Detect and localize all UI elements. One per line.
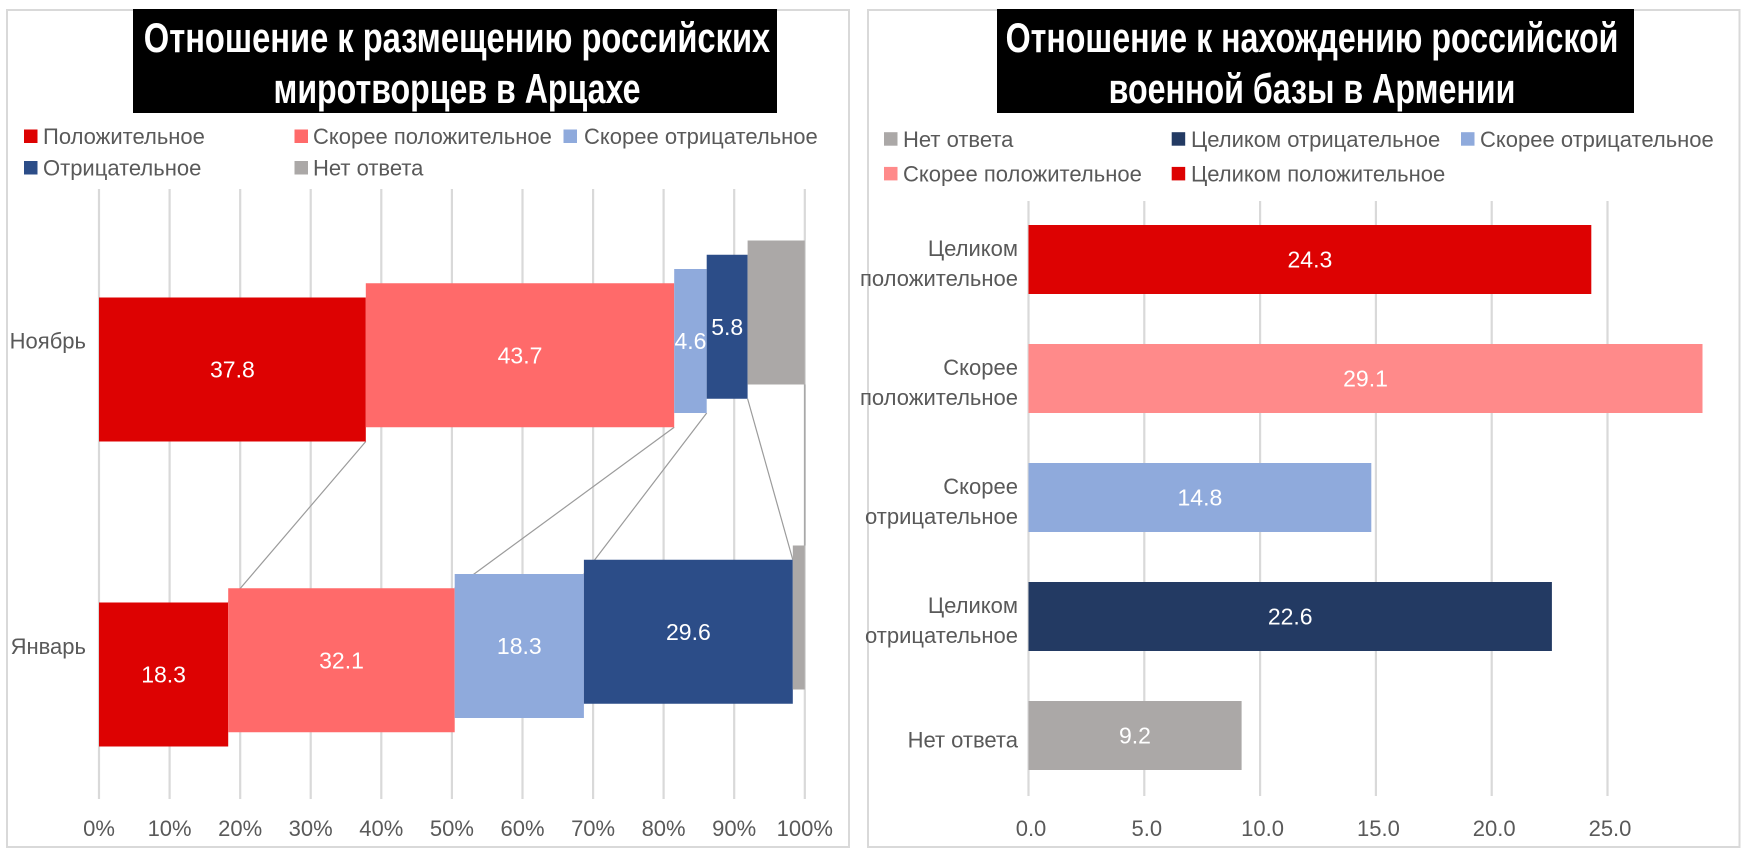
svg-text:22.6: 22.6 <box>1268 604 1313 630</box>
svg-text:Положительное: Положительное <box>43 124 205 149</box>
svg-text:32.1: 32.1 <box>319 647 364 673</box>
svg-text:Ноябрь: Ноябрь <box>10 329 86 354</box>
svg-text:Целиком: Целиком <box>928 593 1018 618</box>
svg-text:15.0: 15.0 <box>1357 816 1400 841</box>
svg-text:военной базы в Армении: военной базы в Армении <box>1109 65 1516 112</box>
svg-text:Скорее: Скорее <box>943 474 1018 499</box>
svg-text:50%: 50% <box>430 816 474 841</box>
svg-text:100%: 100% <box>777 816 833 841</box>
svg-text:Отношение к нахождению российс: Отношение к нахождению российской <box>1006 14 1619 61</box>
svg-text:Нет ответа: Нет ответа <box>903 127 1014 152</box>
svg-text:5.8: 5.8 <box>711 314 743 340</box>
svg-text:Целиком отрицательное: Целиком отрицательное <box>1191 127 1440 152</box>
svg-text:29.6: 29.6 <box>666 619 711 645</box>
svg-text:37.8: 37.8 <box>210 357 255 383</box>
svg-text:9.2: 9.2 <box>1119 723 1151 749</box>
svg-text:70%: 70% <box>571 816 615 841</box>
svg-text:Нет ответа: Нет ответа <box>313 156 424 181</box>
svg-text:Скорее положительное: Скорее положительное <box>313 124 552 149</box>
svg-text:Отношение к размещению российс: Отношение к размещению российских <box>144 14 770 61</box>
svg-text:миротворцев в Арцахе: миротворцев в Арцахе <box>274 65 641 112</box>
svg-text:Нет ответа: Нет ответа <box>908 728 1019 753</box>
svg-text:24.3: 24.3 <box>1288 247 1333 273</box>
svg-text:Скорее отрицательное: Скорее отрицательное <box>1480 127 1714 152</box>
svg-text:Скорее отрицательное: Скорее отрицательное <box>584 124 818 149</box>
svg-text:18.3: 18.3 <box>497 633 542 659</box>
svg-text:Скорее: Скорее <box>943 355 1018 380</box>
svg-text:положительное: положительное <box>860 385 1018 410</box>
svg-text:Целиком положительное: Целиком положительное <box>1191 162 1445 187</box>
svg-text:20%: 20% <box>218 816 262 841</box>
svg-text:14.8: 14.8 <box>1178 485 1223 511</box>
svg-text:20.0: 20.0 <box>1473 816 1516 841</box>
svg-text:18.3: 18.3 <box>141 662 186 688</box>
svg-text:10.0: 10.0 <box>1241 816 1284 841</box>
svg-text:отрицательное: отрицательное <box>865 623 1018 648</box>
svg-text:30%: 30% <box>289 816 333 841</box>
svg-text:90%: 90% <box>712 816 756 841</box>
svg-text:40%: 40% <box>359 816 403 841</box>
svg-text:25.0: 25.0 <box>1589 816 1632 841</box>
svg-text:60%: 60% <box>500 816 544 841</box>
svg-text:4.6: 4.6 <box>675 328 707 354</box>
svg-text:0.0: 0.0 <box>1016 816 1047 841</box>
svg-text:Отрицательное: Отрицательное <box>43 156 201 181</box>
svg-text:80%: 80% <box>642 816 686 841</box>
svg-text:0%: 0% <box>83 816 115 841</box>
svg-text:Январь: Январь <box>11 634 86 659</box>
svg-text:29.1: 29.1 <box>1343 366 1388 392</box>
svg-text:5.0: 5.0 <box>1132 816 1163 841</box>
svg-text:10%: 10% <box>148 816 192 841</box>
svg-text:43.7: 43.7 <box>498 342 543 368</box>
svg-text:Скорее положительное: Скорее положительное <box>903 162 1142 187</box>
svg-text:положительное: положительное <box>860 266 1018 291</box>
svg-text:Целиком: Целиком <box>928 236 1018 261</box>
svg-text:отрицательное: отрицательное <box>865 504 1018 529</box>
